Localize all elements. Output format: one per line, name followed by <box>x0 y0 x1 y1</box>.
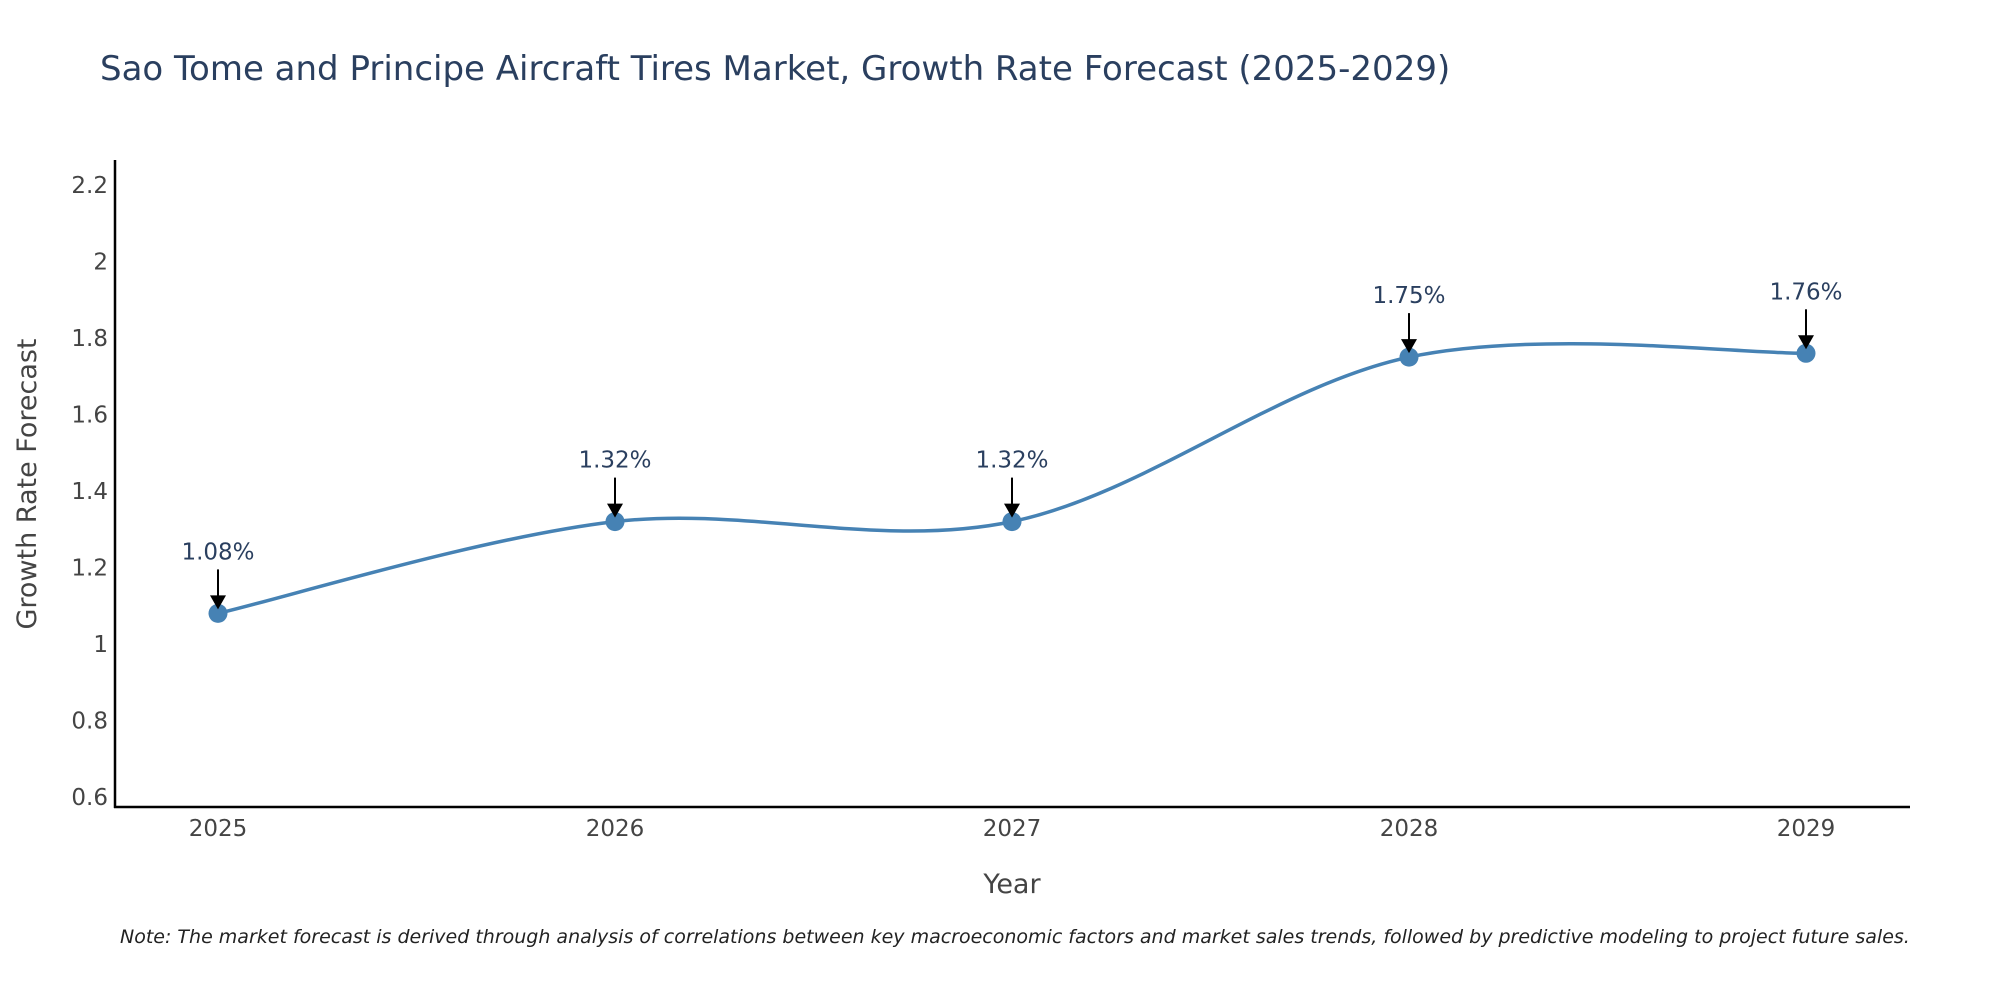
y-tick-label: 1.2 <box>71 556 108 582</box>
y-tick-label: 1.8 <box>71 326 108 352</box>
y-axis-title: Growth Rate Forecast <box>12 338 43 629</box>
data-point-2029 <box>1796 343 1816 363</box>
data-point-2025 <box>208 603 228 623</box>
y-tick-label: 1.6 <box>71 403 108 429</box>
data-point-2028 <box>1399 347 1419 367</box>
annotation-arrow-head <box>1004 503 1020 518</box>
annotation-arrow-head <box>1401 339 1417 354</box>
x-axis-title: Year <box>982 869 1041 900</box>
x-tick-label: 2025 <box>189 816 248 842</box>
y-tick-label: 1 <box>93 632 108 658</box>
x-tick-label: 2029 <box>1777 816 1836 842</box>
data-label: 1.32% <box>975 448 1048 474</box>
annotation-arrow-head <box>210 595 226 610</box>
data-label: 1.75% <box>1372 283 1445 309</box>
chart-title: Sao Tome and Principe Aircraft Tires Mar… <box>100 49 1450 89</box>
x-tick-label: 2026 <box>586 816 645 842</box>
annotation-arrow-head <box>1798 335 1814 350</box>
x-tick-label: 2028 <box>1380 816 1439 842</box>
x-tick-label: 2027 <box>983 816 1042 842</box>
data-label: 1.76% <box>1769 279 1842 305</box>
y-tick-label: 0.8 <box>71 709 108 735</box>
data-point-2027 <box>1002 512 1022 532</box>
y-tick-label: 2.2 <box>71 173 108 199</box>
annotation-arrow-head <box>607 503 623 518</box>
y-tick-label: 0.6 <box>71 785 108 811</box>
data-label: 1.32% <box>578 448 651 474</box>
x-axis-ticks: 2025 2026 2027 2028 2029 <box>189 816 1836 842</box>
data-points <box>208 343 1816 623</box>
y-tick-label: 2 <box>93 250 108 276</box>
y-axis-ticks: 0.6 0.8 1 1.2 1.4 1.6 1.8 2 2.2 <box>71 173 108 811</box>
data-label: 1.08% <box>181 539 254 565</box>
y-tick-label: 1.4 <box>71 479 108 505</box>
footnote: Note: The market forecast is derived thr… <box>120 926 1910 948</box>
data-annotations: 1.08% 1.32% 1.32% 1.75% 1.76% <box>181 279 1843 610</box>
data-point-2026 <box>605 512 625 532</box>
